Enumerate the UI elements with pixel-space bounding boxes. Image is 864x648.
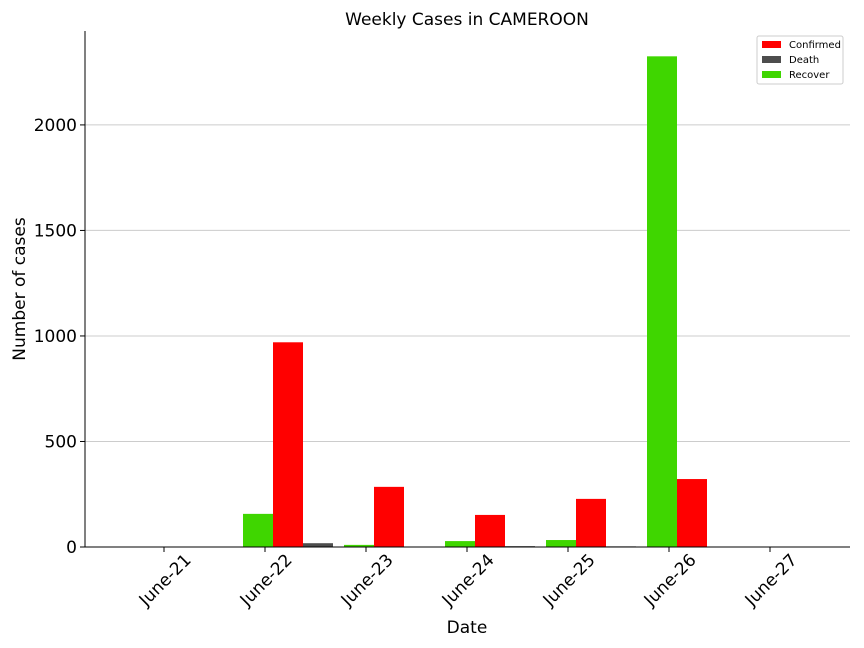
y-tick-label: 500 — [45, 432, 77, 452]
legend: Confirmed Death Recover — [756, 35, 844, 85]
y-tick-label: 0 — [66, 538, 77, 558]
y-ticks: 0 500 1000 1500 2000 — [34, 116, 85, 558]
y-axis-label: Number of cases — [10, 217, 30, 361]
x-tick-label: June-22 — [236, 550, 297, 611]
bar-confirmed-june-24 — [475, 514, 505, 547]
bar-confirmed-june-25 — [576, 498, 606, 547]
axes — [84, 31, 850, 548]
bar-death-june-22 — [303, 543, 333, 547]
chart-title: Weekly Cases in CAMEROON — [345, 10, 589, 30]
legend-label-recover: Recover — [789, 70, 830, 81]
legend-label-confirmed: Confirmed — [789, 40, 841, 51]
bars-group — [243, 56, 707, 547]
bar-confirmed-june-22 — [273, 342, 303, 547]
bar-confirmed-june-23 — [374, 486, 404, 547]
bar-recover-june-24 — [445, 541, 475, 547]
legend-label-death: Death — [789, 55, 819, 66]
x-tick-label: June-25 — [539, 550, 600, 611]
x-tick-label: June-23 — [337, 550, 398, 611]
gridlines — [85, 124, 850, 442]
bar-recover-june-26 — [647, 56, 677, 547]
x-tick-label: June-24 — [438, 550, 499, 611]
legend-swatch-confirmed — [762, 41, 781, 48]
y-tick-label: 2000 — [34, 116, 77, 136]
x-tick-label: June-21 — [135, 550, 196, 611]
x-axis-label: Date — [447, 618, 488, 638]
x-tick-label: June-26 — [640, 550, 701, 611]
bar-recover-june-23 — [344, 544, 374, 547]
legend-swatch-death — [762, 56, 781, 63]
y-tick-label: 1000 — [34, 327, 77, 347]
bar-recover-june-25 — [546, 540, 576, 547]
x-ticks: June-21 June-22 June-23 June-24 June-25 June-… — [135, 547, 802, 611]
x-tick-label: June-27 — [741, 550, 802, 611]
bar-confirmed-june-26 — [677, 479, 707, 547]
y-tick-label: 1500 — [34, 221, 77, 241]
legend-swatch-recover — [762, 71, 781, 78]
bar-recover-june-22 — [243, 513, 273, 547]
